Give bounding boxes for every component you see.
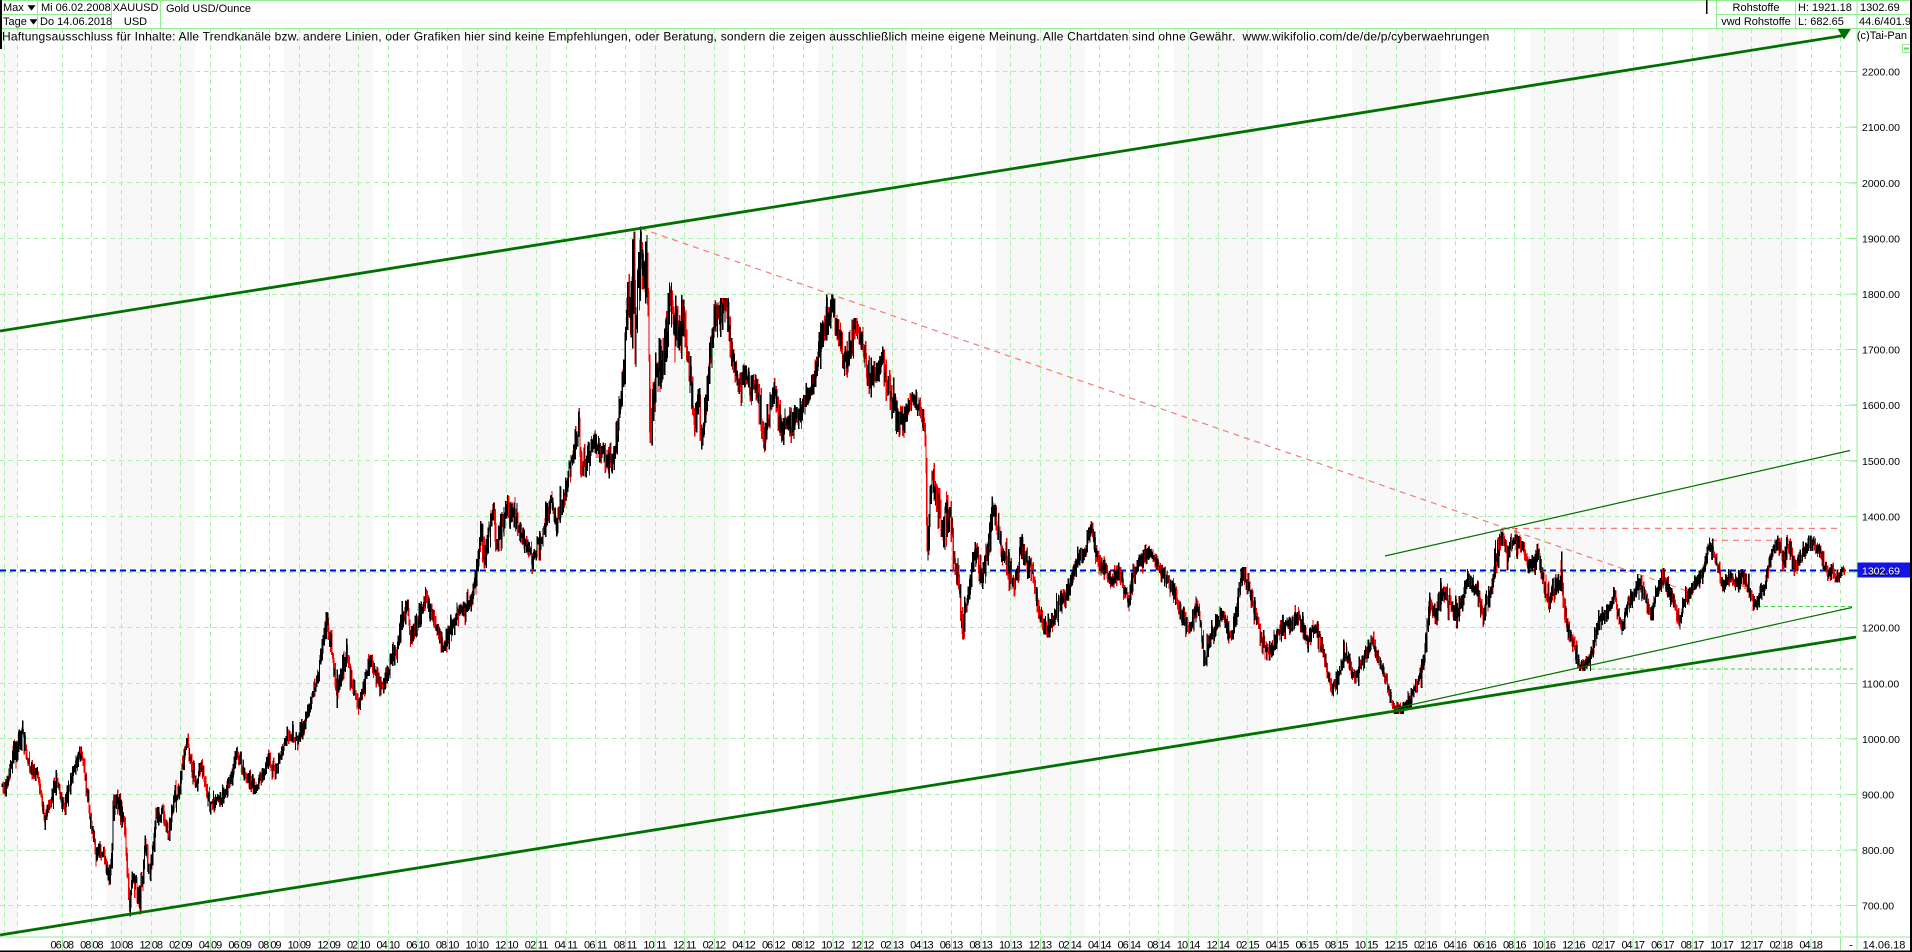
svg-text:04 10: 04 10 xyxy=(377,940,401,952)
svg-text:02 18: 02 18 xyxy=(1770,940,1794,952)
svg-text:04 11: 04 11 xyxy=(554,940,578,952)
svg-text:1600.00: 1600.00 xyxy=(1862,400,1900,412)
svg-text:06 10: 06 10 xyxy=(406,940,430,952)
svg-text:2200.00: 2200.00 xyxy=(1862,67,1900,79)
svg-text:08 08: 08 08 xyxy=(80,940,104,952)
svg-text:08 11: 08 11 xyxy=(614,940,638,952)
svg-text:10 11: 10 11 xyxy=(643,940,667,952)
svg-text:10 13: 10 13 xyxy=(999,940,1023,952)
svg-text:800.00: 800.00 xyxy=(1862,845,1894,857)
svg-text:14.06.18: 14.06.18 xyxy=(1863,940,1906,952)
svg-text:1900.00: 1900.00 xyxy=(1862,233,1900,245)
svg-text:(c)Tai-Pan: (c)Tai-Pan xyxy=(1857,30,1907,42)
svg-text:02 16: 02 16 xyxy=(1414,940,1438,952)
svg-text:H: 1921.18: H: 1921.18 xyxy=(1798,2,1852,14)
svg-text:10 09: 10 09 xyxy=(288,940,312,952)
svg-text:04 12: 04 12 xyxy=(732,940,756,952)
svg-text:Haftungsausschluss für Inhalte: Haftungsausschluss für Inhalte: Alle Tre… xyxy=(2,30,1490,44)
svg-text:04 13: 04 13 xyxy=(910,940,934,952)
svg-text:02 09: 02 09 xyxy=(169,940,193,952)
svg-text:04 17: 04 17 xyxy=(1621,940,1645,952)
svg-text:12 09: 12 09 xyxy=(317,940,341,952)
svg-text:08 14: 08 14 xyxy=(1147,940,1171,952)
svg-text:12 13: 12 13 xyxy=(1029,940,1053,952)
svg-text:08 13: 08 13 xyxy=(969,940,993,952)
svg-text:10 15: 10 15 xyxy=(1355,940,1379,952)
svg-text:06 12: 06 12 xyxy=(762,940,786,952)
svg-text:Max: Max xyxy=(3,2,24,14)
svg-text:12 08: 12 08 xyxy=(139,940,163,952)
svg-text:2100.00: 2100.00 xyxy=(1862,122,1900,134)
svg-text:44.6/401.9: 44.6/401.9 xyxy=(1859,16,1911,28)
svg-text:04 16: 04 16 xyxy=(1444,940,1468,952)
svg-text:12 10: 12 10 xyxy=(495,940,519,952)
svg-text:06 08: 06 08 xyxy=(51,940,75,952)
svg-text:02 15: 02 15 xyxy=(1236,940,1260,952)
svg-text:USD: USD xyxy=(124,16,147,28)
svg-text:900.00: 900.00 xyxy=(1862,790,1894,802)
svg-text:Rohstoffe: Rohstoffe xyxy=(1733,2,1780,14)
svg-text:08 16: 08 16 xyxy=(1503,940,1527,952)
svg-text:08 09: 08 09 xyxy=(258,940,282,952)
svg-text:06 11: 06 11 xyxy=(584,940,608,952)
svg-text:04 09: 04 09 xyxy=(199,940,223,952)
svg-text:06 13: 06 13 xyxy=(940,940,964,952)
svg-text:Do 14.06.2018: Do 14.06.2018 xyxy=(40,16,112,28)
svg-text:10 08: 10 08 xyxy=(110,940,134,952)
svg-text:04 14: 04 14 xyxy=(1088,940,1112,952)
svg-text:06 15: 06 15 xyxy=(1295,940,1319,952)
svg-text:12 11: 12 11 xyxy=(673,940,697,952)
svg-text:1302.69: 1302.69 xyxy=(1860,2,1900,14)
svg-text:1500.00: 1500.00 xyxy=(1862,456,1900,468)
svg-text:12 14: 12 14 xyxy=(1207,940,1231,952)
svg-text:12 12: 12 12 xyxy=(851,940,875,952)
svg-text:08 10: 08 10 xyxy=(436,940,460,952)
svg-text:12 15: 12 15 xyxy=(1384,940,1408,952)
svg-text:10 14: 10 14 xyxy=(1177,940,1201,952)
svg-text:Mi 06.02.2008: Mi 06.02.2008 xyxy=(41,2,111,14)
svg-text:L: 682.65: L: 682.65 xyxy=(1798,16,1844,28)
svg-text:10 10: 10 10 xyxy=(466,940,490,952)
svg-text:700.00: 700.00 xyxy=(1862,901,1894,913)
svg-text:10 17: 10 17 xyxy=(1710,940,1734,952)
svg-text:10 16: 10 16 xyxy=(1533,940,1557,952)
svg-text:1302.69: 1302.69 xyxy=(1862,566,1900,578)
svg-text:08 12: 08 12 xyxy=(792,940,816,952)
svg-text:1400.00: 1400.00 xyxy=(1862,512,1900,524)
svg-text:10 12: 10 12 xyxy=(821,940,845,952)
svg-text:06 09: 06 09 xyxy=(228,940,252,952)
svg-text:-: - xyxy=(1849,940,1853,952)
svg-text:12 16: 12 16 xyxy=(1562,940,1586,952)
svg-text:06 14: 06 14 xyxy=(1118,940,1142,952)
svg-text:1700.00: 1700.00 xyxy=(1862,345,1900,357)
svg-text:02 10: 02 10 xyxy=(347,940,371,952)
svg-text:2000.00: 2000.00 xyxy=(1862,178,1900,190)
svg-text:06 17: 06 17 xyxy=(1651,940,1675,952)
svg-text:XAUUSD: XAUUSD xyxy=(113,2,159,14)
svg-text:Tage: Tage xyxy=(3,16,27,28)
svg-text:Gold USD/Ounce: Gold USD/Ounce xyxy=(166,3,251,15)
svg-text:04 15: 04 15 xyxy=(1266,940,1290,952)
svg-text:1800.00: 1800.00 xyxy=(1862,289,1900,301)
svg-text:12 17: 12 17 xyxy=(1740,940,1764,952)
svg-text:1300.00: 1300.00 xyxy=(1862,567,1900,579)
svg-text:08 15: 08 15 xyxy=(1325,940,1349,952)
svg-text:08 17: 08 17 xyxy=(1681,940,1705,952)
svg-text:1000.00: 1000.00 xyxy=(1862,734,1900,746)
svg-text:02 12: 02 12 xyxy=(703,940,727,952)
svg-text:02 14: 02 14 xyxy=(1058,940,1082,952)
svg-text:02 13: 02 13 xyxy=(880,940,904,952)
svg-text:04 18: 04 18 xyxy=(1799,940,1823,952)
svg-text:vwd Rohstoffe: vwd Rohstoffe xyxy=(1721,16,1791,28)
svg-text:1200.00: 1200.00 xyxy=(1862,623,1900,635)
svg-text:02 17: 02 17 xyxy=(1592,940,1616,952)
svg-text:06 16: 06 16 xyxy=(1473,940,1497,952)
svg-text:02 11: 02 11 xyxy=(525,940,549,952)
svg-text:1100.00: 1100.00 xyxy=(1862,678,1899,690)
